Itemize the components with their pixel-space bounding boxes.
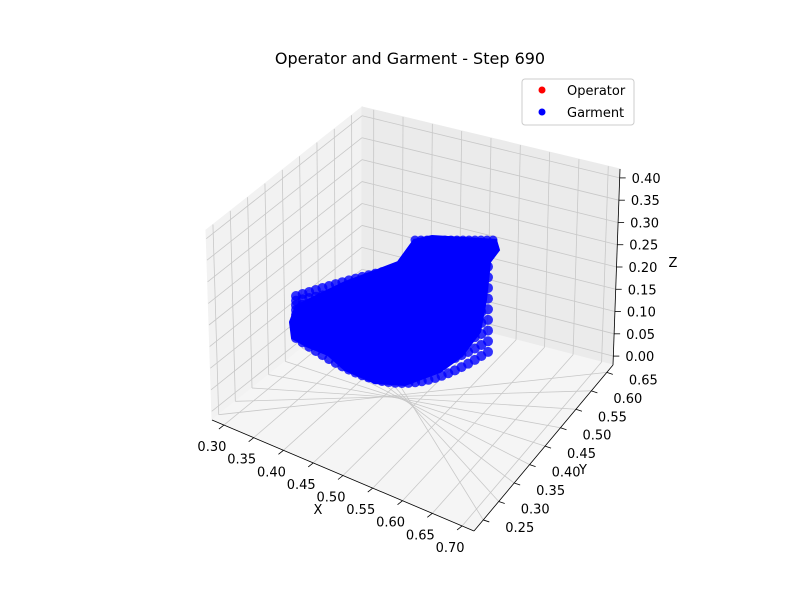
grid-line	[235, 390, 592, 402]
grid-line	[285, 360, 546, 447]
z-tick-label: 0.30	[630, 216, 659, 231]
legend: Operator Garment	[521, 78, 635, 126]
x-tick	[278, 449, 284, 455]
x-tick	[248, 437, 254, 442]
x-tick-label: 0.45	[287, 478, 316, 493]
x-tick	[307, 462, 314, 468]
y-tick-label: 0.60	[613, 392, 642, 407]
z-tick-label: 0.25	[629, 239, 658, 254]
x-axis: 0.300.350.400.450.500.550.600.650.70	[197, 419, 475, 556]
y-tick	[575, 408, 583, 412]
grid-line	[361, 137, 619, 201]
chart-title: Operator and Garment - Step 690	[275, 49, 545, 68]
x-axis-label: X	[314, 503, 323, 518]
grid-line	[218, 371, 607, 416]
grid-line	[251, 387, 576, 410]
y-tick	[560, 427, 567, 431]
grid-line	[361, 181, 618, 246]
x-tick-label: 0.70	[436, 541, 465, 556]
y-tick-label: 0.40	[552, 466, 581, 481]
z-tick-label: 0.15	[628, 283, 657, 298]
grid-line	[361, 159, 619, 223]
y-tick	[498, 501, 505, 504]
z-axis-label: Z	[669, 256, 678, 271]
x-tick	[367, 487, 374, 493]
x-tick	[456, 525, 463, 531]
garment-point	[483, 304, 493, 315]
x-tick-label: 0.55	[346, 503, 375, 518]
y-tick-label: 0.65	[629, 373, 658, 388]
y-axis: 0.25 0.30 0.35 0.40 0.45 0.50 0.55 0.60 0.65	[473, 364, 658, 536]
z-tick-label: 0.05	[626, 328, 655, 343]
y-tick	[591, 390, 598, 394]
grid-line	[461, 361, 602, 527]
grid-line	[208, 181, 363, 304]
grid-line	[361, 115, 620, 179]
y-tick-label: 0.45	[567, 447, 596, 462]
garment-point	[483, 282, 493, 293]
z-tick-label: 0.10	[627, 306, 656, 321]
x-tick-label: 0.65	[406, 528, 435, 543]
garment-point	[483, 346, 493, 357]
grid-line	[208, 203, 363, 326]
x-tick-label: 0.50	[317, 491, 346, 506]
x-tick	[218, 424, 225, 430]
garment-point	[483, 314, 493, 325]
grid-line	[432, 354, 574, 514]
legend-marker-garment	[538, 108, 546, 116]
garment-points	[288, 234, 501, 388]
y-tick-label: 0.30	[521, 502, 550, 517]
grid-line	[207, 159, 363, 283]
z-tick-label: 0.00	[625, 350, 654, 365]
y-axis-line	[473, 364, 614, 532]
garment-point	[483, 272, 493, 283]
y-tick-label: 0.25	[505, 521, 534, 536]
y-axis-label: Y	[578, 463, 587, 478]
x-tick-label: 0.60	[376, 516, 405, 531]
y-tick	[514, 482, 521, 486]
legend-marker-operator	[538, 86, 546, 94]
garment-point	[488, 235, 498, 245]
grid-line	[206, 137, 363, 261]
x-tick	[427, 513, 433, 518]
x-tick-label: 0.30	[197, 440, 226, 455]
y-tick	[544, 445, 552, 449]
x-tick	[397, 500, 403, 506]
y-tick	[529, 464, 536, 467]
grid-line	[402, 347, 545, 501]
garment-point	[483, 325, 493, 336]
grid-line	[209, 225, 363, 347]
x-tick	[337, 475, 344, 480]
z-axis: 0.00 0.05 0.10 0.15 0.20 0.25 0.30 0.35 0.40	[612, 168, 661, 365]
y-tick	[606, 371, 613, 375]
legend-box	[521, 78, 635, 126]
z-tick-label: 0.35	[631, 194, 660, 209]
x-tick-label: 0.40	[257, 465, 286, 480]
grid-line	[206, 115, 363, 239]
z-tick-label: 0.20	[629, 261, 658, 276]
x-tick-label: 0.35	[227, 453, 256, 468]
garment-point	[483, 293, 493, 304]
garment-point	[483, 261, 493, 272]
garment-point	[483, 251, 493, 261]
grid-line	[268, 374, 561, 429]
grid-line	[210, 247, 363, 369]
grid-line	[361, 203, 617, 268]
z-tick-label: 0.40	[632, 172, 661, 187]
legend-label-garment: Garment	[567, 106, 624, 121]
legend-label-operator: Operator	[567, 84, 626, 99]
y-tick-label: 0.35	[536, 484, 565, 499]
y-tick-label: 0.50	[582, 429, 611, 444]
grid-line	[372, 339, 517, 489]
garment-point	[483, 336, 493, 347]
y-tick	[483, 519, 490, 523]
y-tick-label: 0.55	[598, 410, 627, 425]
